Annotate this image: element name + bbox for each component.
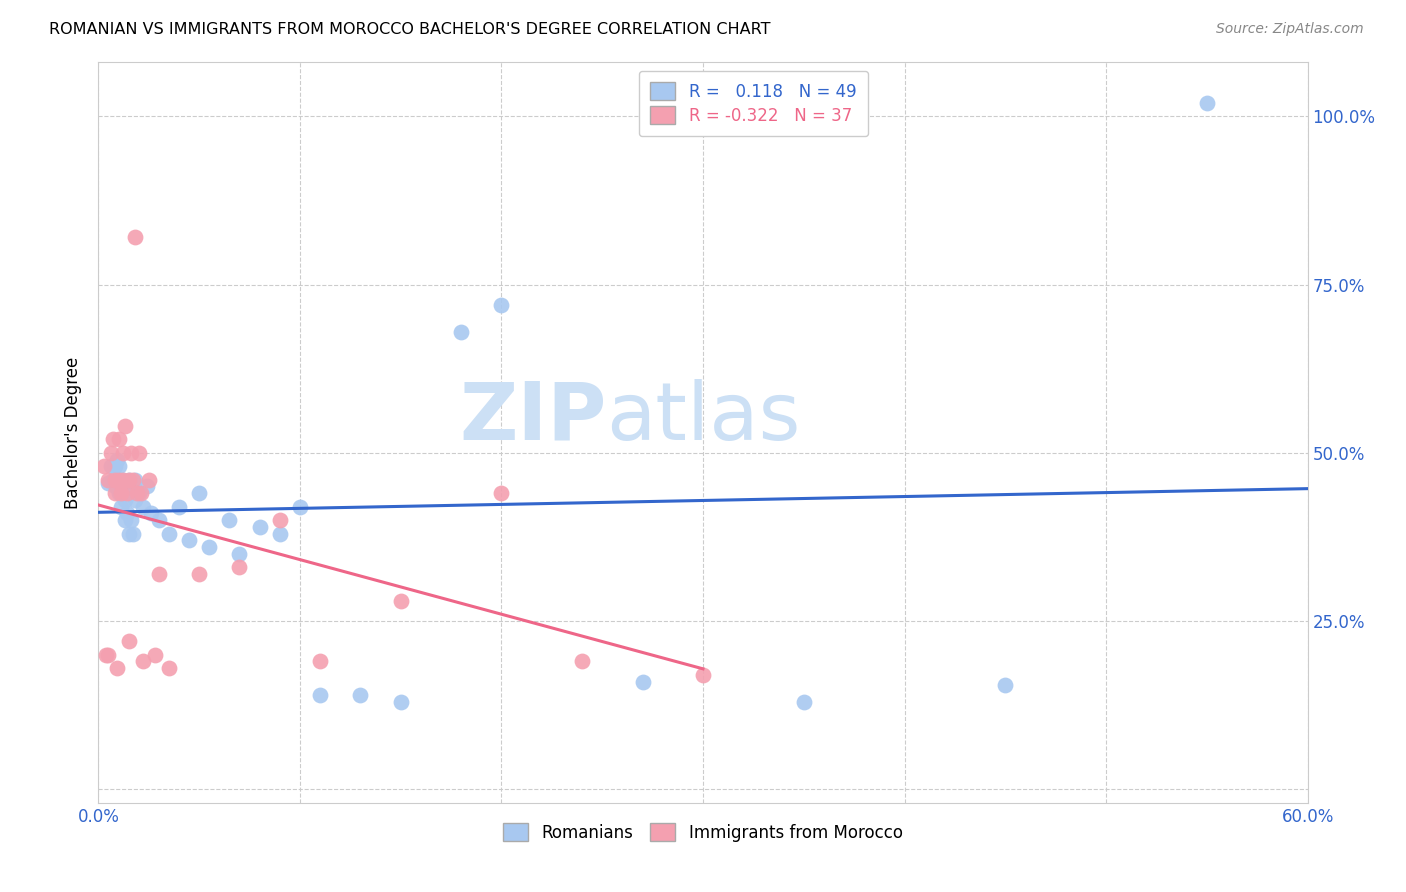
Point — [188, 566, 211, 581]
Text: ZIP: ZIP — [458, 379, 606, 457]
Point — [101, 433, 124, 447]
Point — [167, 500, 190, 514]
Point — [107, 473, 129, 487]
Legend: Romanians, Immigrants from Morocco: Romanians, Immigrants from Morocco — [495, 815, 911, 850]
Point — [228, 547, 250, 561]
Point — [97, 476, 120, 491]
Point — [118, 526, 141, 541]
Point — [179, 533, 201, 548]
Point — [288, 500, 311, 514]
Point — [309, 655, 332, 669]
Point — [107, 433, 129, 447]
Point — [100, 446, 122, 460]
Point — [105, 473, 128, 487]
Y-axis label: Bachelor's Degree: Bachelor's Degree — [65, 357, 83, 508]
Point — [124, 473, 146, 487]
Point — [491, 298, 513, 312]
Point — [110, 486, 132, 500]
Point — [120, 486, 142, 500]
Point — [118, 473, 141, 487]
Point — [103, 486, 125, 500]
Point — [111, 473, 134, 487]
Text: atlas: atlas — [606, 379, 800, 457]
Point — [692, 668, 714, 682]
Point — [120, 513, 142, 527]
Point — [115, 479, 138, 493]
Point — [128, 446, 150, 460]
Point — [148, 513, 170, 527]
Point — [132, 655, 155, 669]
Point — [309, 688, 332, 702]
Point — [389, 594, 412, 608]
Point — [1195, 95, 1218, 110]
Point — [631, 674, 654, 689]
Point — [132, 500, 155, 514]
Point — [571, 655, 593, 669]
Point — [793, 695, 815, 709]
Point — [97, 648, 120, 662]
Point — [125, 486, 148, 500]
Point — [228, 560, 250, 574]
Point — [124, 492, 146, 507]
Point — [157, 661, 180, 675]
Point — [121, 473, 143, 487]
Point — [110, 479, 132, 493]
Point — [107, 459, 129, 474]
Text: ROMANIAN VS IMMIGRANTS FROM MOROCCO BACHELOR'S DEGREE CORRELATION CHART: ROMANIAN VS IMMIGRANTS FROM MOROCCO BACH… — [49, 22, 770, 37]
Point — [129, 486, 152, 500]
Point — [97, 473, 120, 487]
Point — [93, 459, 115, 474]
Point — [491, 486, 513, 500]
Point — [148, 566, 170, 581]
Point — [114, 418, 136, 433]
Point — [135, 479, 157, 493]
Point — [107, 486, 129, 500]
Point — [107, 473, 129, 487]
Point — [198, 540, 221, 554]
Point — [114, 492, 136, 507]
Point — [138, 473, 160, 487]
Point — [124, 230, 146, 244]
Point — [103, 473, 125, 487]
Point — [101, 473, 124, 487]
Point — [450, 325, 472, 339]
Point — [118, 634, 141, 648]
Point — [103, 459, 125, 474]
Point — [115, 507, 138, 521]
Point — [269, 526, 291, 541]
Point — [105, 452, 128, 467]
Point — [114, 513, 136, 527]
Point — [157, 526, 180, 541]
Point — [111, 473, 134, 487]
Point — [96, 648, 118, 662]
Point — [349, 688, 371, 702]
Point — [389, 695, 412, 709]
Point — [143, 648, 166, 662]
Point — [188, 486, 211, 500]
Point — [115, 486, 138, 500]
Text: Source: ZipAtlas.com: Source: ZipAtlas.com — [1216, 22, 1364, 37]
Point — [120, 446, 142, 460]
Point — [218, 513, 240, 527]
Point — [128, 486, 150, 500]
Point — [121, 526, 143, 541]
Point — [139, 507, 162, 521]
Point — [110, 500, 132, 514]
Point — [111, 446, 134, 460]
Point — [100, 459, 122, 474]
Point — [118, 473, 141, 487]
Point — [249, 520, 271, 534]
Point — [105, 661, 128, 675]
Point — [269, 513, 291, 527]
Point — [111, 486, 134, 500]
Point — [994, 678, 1017, 692]
Point — [103, 479, 125, 493]
